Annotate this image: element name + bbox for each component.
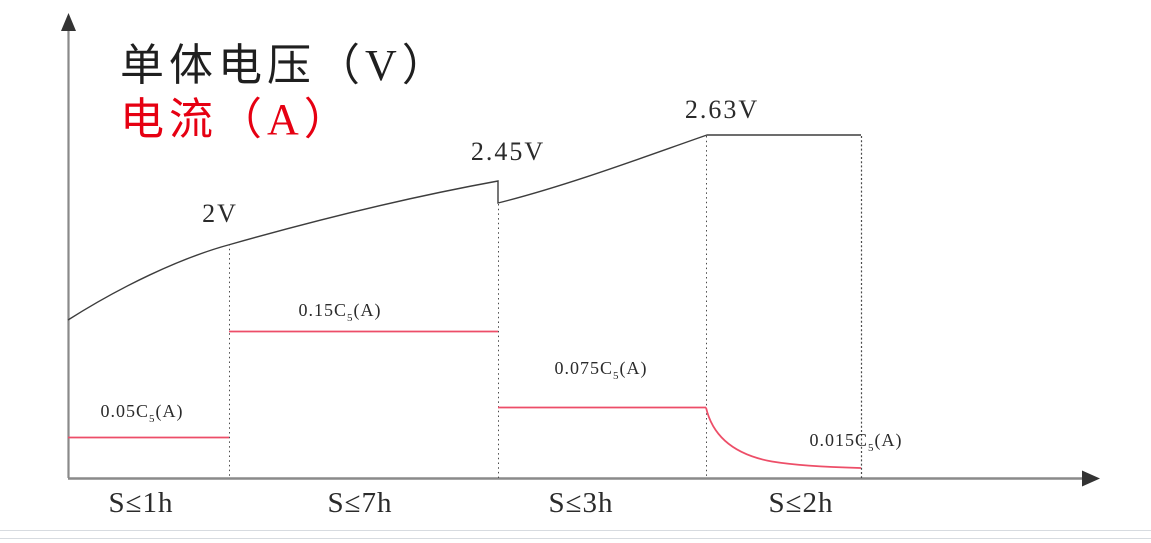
voltage-annotation-2-63v: 2.63V <box>684 95 760 124</box>
voltage-curve <box>67 134 861 321</box>
current-annotation-subscript: 5 <box>868 442 875 454</box>
voltage-annotation-2-45v: 2.45V <box>470 137 546 166</box>
current-annotation-stage3: 0.075C5(A) <box>554 358 648 382</box>
current-annotation-suffix: (A) <box>619 358 648 378</box>
voltage-annotation-2v: 2V <box>202 199 238 228</box>
current-annotation-suffix: (A) <box>874 430 903 450</box>
x-axis-label-stage2: S≤7h <box>327 487 393 519</box>
x-axis-arrow-icon <box>1082 470 1100 487</box>
current-decay-stage4 <box>705 407 862 469</box>
current-annotation-subscript: 5 <box>149 413 156 425</box>
y-axis-arrow-icon <box>61 13 76 31</box>
current-annotation-stage2: 0.15C5(A) <box>298 300 382 324</box>
current-annotation-prefix: 0.05C <box>100 401 150 421</box>
current-annotation-prefix: 0.075C <box>554 358 614 378</box>
bottom-separator-line-upper <box>0 530 1151 531</box>
x-axis-label-stage1: S≤1h <box>108 487 174 519</box>
current-annotation-prefix: 0.015C <box>809 430 869 450</box>
current-annotation-stage4: 0.015C5(A) <box>809 430 903 454</box>
x-axis-label-stage4: S≤2h <box>768 487 834 519</box>
bottom-separator-line-lower <box>0 538 1151 539</box>
voltage-axis-title: 单体电压（V） <box>120 41 451 90</box>
current-annotation-suffix: (A) <box>353 300 382 320</box>
current-annotation-subscript: 5 <box>347 312 354 324</box>
current-annotation-suffix: (A) <box>155 401 184 421</box>
current-annotation-subscript: 5 <box>613 370 620 382</box>
x-axis-label-stage3: S≤3h <box>548 487 614 519</box>
current-axis-title: 电流（A） <box>120 95 353 144</box>
current-annotation-stage1: 0.05C5(A) <box>100 401 184 425</box>
current-annotation-prefix: 0.15C <box>298 300 348 320</box>
